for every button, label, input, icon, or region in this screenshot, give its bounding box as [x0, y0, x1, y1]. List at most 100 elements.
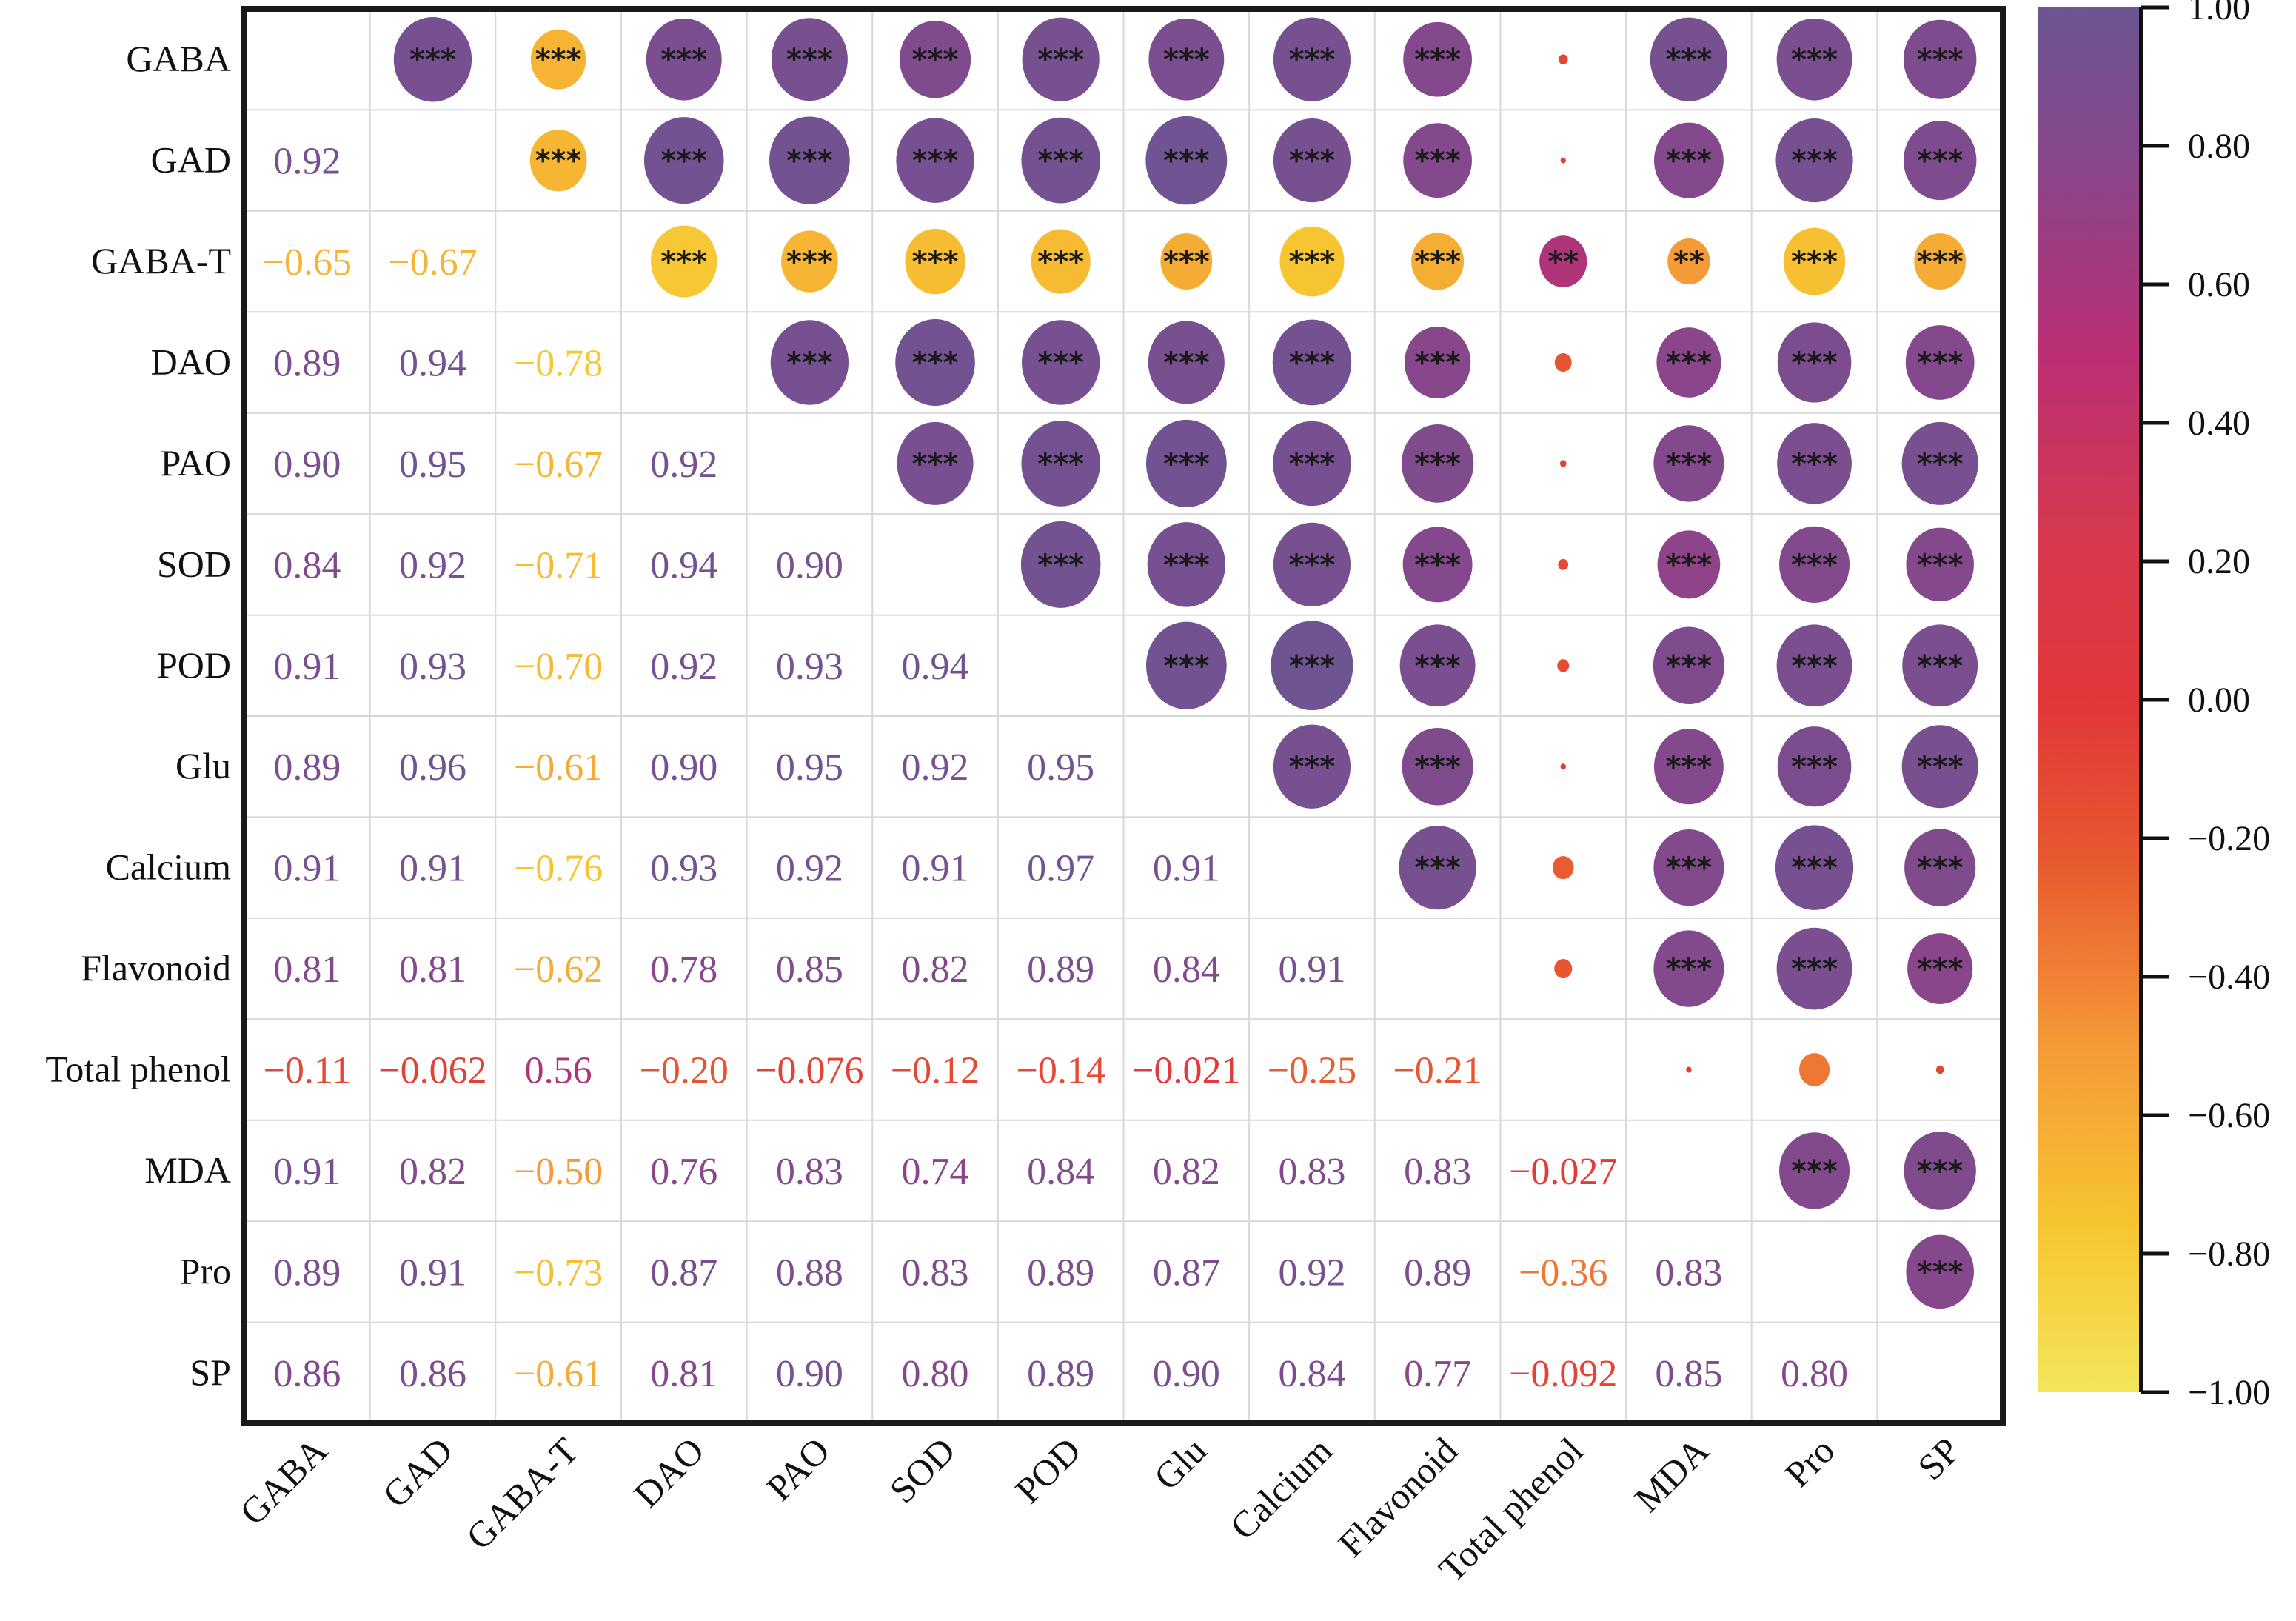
correlation-circle — [1148, 18, 1225, 101]
colorbar-gradient — [2038, 7, 2140, 1392]
correlation-circle — [1667, 238, 1710, 285]
correlation-circle — [1906, 527, 1974, 602]
correlation-circle — [1539, 235, 1587, 287]
correlation-label: 0.89 — [273, 1251, 341, 1294]
correlation-circle — [1901, 725, 1978, 809]
row-label: Pro — [180, 1250, 231, 1291]
correlation-circle — [1411, 233, 1465, 290]
correlation-label: 0.91 — [902, 848, 969, 890]
significance-stars: *** — [1037, 548, 1084, 582]
correlation-circle — [1779, 1132, 1850, 1209]
colorbar-tick-label: 0.80 — [2188, 127, 2250, 166]
significance-stars: *** — [1917, 952, 1964, 986]
correlation-label: 0.90 — [776, 544, 843, 586]
row-label: Calcium — [106, 846, 232, 888]
correlation-label: −0.78 — [514, 343, 603, 385]
correlation-label: 0.87 — [650, 1251, 717, 1294]
correlation-circle — [1021, 421, 1100, 507]
row-label: POD — [157, 644, 231, 686]
correlation-label: 0.81 — [273, 949, 341, 991]
correlation-label: 0.93 — [399, 646, 466, 688]
column-label: PAO — [758, 1429, 837, 1508]
row-label: PAO — [161, 442, 231, 484]
correlation-circle — [1273, 17, 1351, 101]
correlation-circle — [1776, 18, 1852, 101]
column-label: GABA-T — [458, 1429, 586, 1557]
significance-stars: *** — [1917, 548, 1964, 582]
correlation-circle — [1554, 353, 1572, 372]
column-label: Flavonoid — [1330, 1429, 1465, 1565]
significance-stars: *** — [660, 144, 707, 178]
correlation-circle — [530, 29, 586, 90]
correlation-label: 0.82 — [902, 949, 969, 991]
significance-stars: *** — [1414, 447, 1461, 481]
correlation-label: 0.92 — [902, 746, 969, 789]
correlation-circle — [1404, 326, 1471, 399]
correlation-label: 0.91 — [273, 848, 341, 890]
correlation-label: −0.50 — [514, 1151, 603, 1193]
correlation-label: −0.027 — [1509, 1151, 1617, 1193]
row-label: GABA-T — [91, 240, 231, 281]
correlation-label: 0.89 — [273, 746, 341, 789]
significance-stars: *** — [1791, 447, 1838, 481]
correlation-label: 0.85 — [776, 949, 843, 991]
colorbar-tick-label: −1.00 — [2188, 1373, 2270, 1412]
correlation-label: 0.91 — [399, 848, 466, 890]
correlation-circle — [1558, 54, 1568, 65]
correlation-label: −0.67 — [388, 241, 477, 284]
column-label: GAD — [375, 1429, 461, 1515]
correlation-label: −0.11 — [264, 1050, 351, 1092]
correlation-circle — [1935, 1065, 1944, 1074]
correlation-circle — [1686, 1066, 1692, 1073]
significance-stars: *** — [535, 144, 582, 178]
significance-stars: *** — [786, 43, 833, 77]
correlation-label: 0.83 — [1404, 1151, 1471, 1193]
correlation-label: 0.83 — [1655, 1251, 1722, 1294]
row-label: GAD — [151, 139, 231, 181]
correlation-circle — [769, 116, 850, 204]
correlation-circle — [529, 129, 587, 192]
correlation-label: 0.91 — [273, 646, 341, 688]
colorbar-tick-label: 1.00 — [2188, 0, 2250, 27]
colorbar-tick-label: −0.80 — [2188, 1234, 2270, 1274]
significance-stars: ** — [1547, 245, 1579, 279]
correlation-circle — [1798, 1053, 1830, 1086]
significance-stars: *** — [1289, 347, 1336, 381]
colorbar-tick-label: −0.60 — [2188, 1096, 2270, 1135]
colorbar-tick-label: 0.40 — [2188, 404, 2250, 443]
correlation-label: 0.84 — [1027, 1151, 1094, 1193]
column-label: DAO — [626, 1429, 712, 1515]
correlation-label: 0.89 — [1027, 949, 1094, 991]
correlation-label: 0.82 — [399, 1151, 466, 1193]
correlation-circle — [1653, 729, 1724, 805]
significance-stars: *** — [1917, 43, 1964, 77]
correlation-label: 0.90 — [650, 746, 717, 789]
row-label: SP — [190, 1351, 231, 1393]
correlation-label: 0.90 — [1153, 1353, 1220, 1395]
correlation-label: 0.84 — [1153, 949, 1220, 991]
significance-stars: *** — [1917, 1154, 1964, 1189]
plot-frame — [241, 6, 2006, 1426]
correlation-circle — [1554, 959, 1573, 979]
column-label: GABA — [232, 1429, 335, 1533]
correlation-circle — [1903, 121, 1977, 201]
correlation-circle — [1401, 424, 1474, 503]
significance-stars: *** — [1917, 245, 1964, 279]
correlation-label: −0.70 — [514, 646, 603, 688]
correlation-label: 0.76 — [650, 1151, 717, 1193]
correlation-circle — [899, 20, 971, 98]
significance-stars: *** — [1414, 852, 1461, 886]
correlation-label: 0.86 — [273, 1353, 341, 1395]
correlation-label: 0.92 — [273, 141, 341, 183]
significance-stars: *** — [660, 43, 707, 77]
significance-stars: *** — [1791, 649, 1838, 684]
significance-stars: *** — [1917, 347, 1964, 381]
correlation-circle — [1656, 327, 1721, 398]
correlation-label: 0.96 — [399, 746, 466, 789]
correlation-label: 0.91 — [399, 1251, 466, 1294]
significance-stars: *** — [1414, 347, 1461, 381]
significance-stars: *** — [1289, 750, 1336, 784]
significance-stars: *** — [912, 144, 959, 178]
correlation-label: 0.95 — [1027, 746, 1094, 789]
correlation-circle — [1904, 829, 1976, 906]
